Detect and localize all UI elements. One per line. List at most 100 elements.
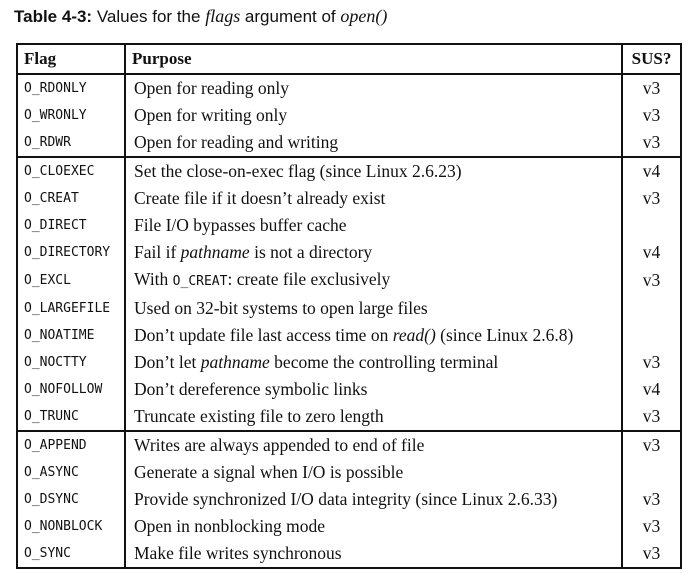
sus-cell: v3 <box>642 435 661 455</box>
flag-cell: O_CREAT <box>17 185 126 212</box>
table-row: O_NOATIME Don’t update file last access t… <box>17 322 681 349</box>
flag-cell: O_DIRECT <box>17 212 126 239</box>
purpose-text: : create file exclusively <box>227 269 391 289</box>
table-row: O_NOCTTY Don’t let pathname become the co… <box>17 349 681 376</box>
purpose-text: With <box>134 269 173 289</box>
table-row: O_DIRECT File I/O bypasses buffer cache <box>17 212 681 239</box>
flag-cell: O_DSYNC <box>17 486 126 513</box>
purpose-cell: Generate a signal when I/O is possible <box>125 459 623 486</box>
table-row: O_RDONLY Open for reading only v3 <box>17 74 681 102</box>
sus-cell: v3 <box>642 188 661 208</box>
purpose-cell: Truncate existing file to zero length <box>125 403 623 432</box>
purpose-text: pathname <box>180 242 250 262</box>
header-row: Flag Purpose SUS? <box>17 44 681 75</box>
purpose-cell: Make file writes synchronous <box>125 540 623 568</box>
sus-cell: v3 <box>642 270 661 290</box>
purpose-text: Don’t let <box>134 352 201 372</box>
table-row: O_NOFOLLOW Don’t dereference symbolic lin… <box>17 376 681 403</box>
sus-cell: v3 <box>642 516 661 536</box>
sus-cell: v3 <box>622 403 681 432</box>
purpose-text: O_CREAT <box>172 274 228 289</box>
purpose-cell: Writes are always appended to end of fil… <box>125 431 623 459</box>
flag-cell: O_NOATIME <box>17 322 126 349</box>
sus-cell: v3 <box>642 543 661 563</box>
purpose-cell: Set the close-on-exec flag (since Linux … <box>125 157 623 185</box>
sus-cell <box>622 459 681 486</box>
table-row: O_WRONLY Open for writing only v3 <box>17 102 681 129</box>
purpose-cell: Provide synchronized I/O data integrity … <box>125 486 623 513</box>
purpose-text: become the controlling terminal <box>269 352 499 372</box>
purpose-text: Open for reading only <box>134 78 290 98</box>
purpose-text: File I/O bypasses buffer cache <box>134 215 347 235</box>
sus-cell: v4 <box>642 379 661 399</box>
flag-cell: O_LARGEFILE <box>17 295 126 322</box>
flags-table: Flag Purpose SUS? O_RDONLY Open for readi… <box>16 43 682 569</box>
purpose-cell: Fail if pathname is not a directory <box>125 239 623 266</box>
purpose-cell: Don’t let pathname become the controllin… <box>125 349 623 376</box>
table-row: O_SYNC Make file writes synchronous v3 <box>17 540 681 568</box>
caption-italic-open: open() <box>340 6 388 26</box>
flag-cell: O_NONBLOCK <box>17 513 126 540</box>
flag-cell: O_NOFOLLOW <box>17 376 126 403</box>
flag-cell: O_RDONLY <box>17 74 126 102</box>
flag-cell: O_TRUNC <box>17 403 126 432</box>
sus-cell <box>622 212 681 239</box>
purpose-text: Truncate existing file to zero length <box>134 406 384 426</box>
flag-cell: O_WRONLY <box>17 102 126 129</box>
table-row: O_NONBLOCK Open in nonblocking mode v3 <box>17 513 681 540</box>
table-row: O_EXCL With O_CREAT: create file exclusiv… <box>17 266 681 295</box>
purpose-cell: Create file if it doesn’t already exist <box>125 185 623 212</box>
sus-cell: v3 <box>622 129 681 158</box>
flag-cell: O_ASYNC <box>17 459 126 486</box>
purpose-text: pathname <box>200 352 270 372</box>
header-sus: SUS? <box>622 44 681 75</box>
purpose-cell: With O_CREAT: create file exclusively <box>125 266 623 295</box>
table-row: O_ASYNC Generate a signal when I/O is pos… <box>17 459 681 486</box>
header-flag: Flag <box>17 44 126 75</box>
purpose-text: Don’t update file last access time on <box>134 325 393 345</box>
purpose-text: (since Linux 2.6.8) <box>435 325 574 345</box>
sus-cell: v3 <box>642 352 661 372</box>
purpose-cell: Open for reading only <box>125 74 623 102</box>
purpose-cell: Open in nonblocking mode <box>125 513 623 540</box>
flag-cell: O_NOCTTY <box>17 349 126 376</box>
table-row: O_APPEND Writes are always appended to en… <box>17 431 681 459</box>
purpose-text: Open in nonblocking mode <box>134 516 326 536</box>
purpose-text: Open for reading and writing <box>134 132 339 152</box>
purpose-cell: Don’t dereference symbolic links <box>125 376 623 403</box>
purpose-text: is not a directory <box>249 242 373 262</box>
purpose-text: Generate a signal when I/O is possible <box>134 462 404 482</box>
purpose-text: Used on 32-bit systems to open large fil… <box>134 298 428 318</box>
purpose-cell: File I/O bypasses buffer cache <box>125 212 623 239</box>
purpose-text: Provide synchronized I/O data integrity … <box>134 489 558 509</box>
table-row: O_DSYNC Provide synchronized I/O data int… <box>17 486 681 513</box>
flag-cell: O_EXCL <box>17 266 126 295</box>
table-row: O_TRUNC Truncate existing file to zero le… <box>17 403 681 432</box>
caption-italic-flags: flags <box>205 6 241 26</box>
header-purpose: Purpose <box>125 44 623 75</box>
table-caption: Table 4-3: Values for the flags argument… <box>14 4 387 28</box>
flag-cell: O_CLOEXEC <box>17 157 126 185</box>
table-row: O_DIRECTORY Fail if pathname is not a dir… <box>17 239 681 266</box>
purpose-text: Set the close-on-exec flag (since Linux … <box>134 161 462 181</box>
sus-cell: v4 <box>642 161 661 181</box>
caption-text: Values for the <box>92 7 206 26</box>
sus-cell: v3 <box>642 489 661 509</box>
flag-cell: O_APPEND <box>17 431 126 459</box>
table-row: O_LARGEFILE Used on 32-bit systems to ope… <box>17 295 681 322</box>
purpose-text: Create file if it doesn’t already exist <box>134 188 386 208</box>
caption-label: Table 4-3: <box>14 7 93 26</box>
flag-cell: O_DIRECTORY <box>17 239 126 266</box>
table-row: O_CLOEXEC Set the close-on-exec flag (sin… <box>17 157 681 185</box>
sus-cell <box>622 322 681 349</box>
table-row: O_CREAT Create file if it doesn’t already… <box>17 185 681 212</box>
purpose-cell: Used on 32-bit systems to open large fil… <box>125 295 623 322</box>
purpose-text: Make file writes synchronous <box>134 543 342 563</box>
table-row: O_RDWR Open for reading and writing v3 <box>17 129 681 158</box>
flag-cell: O_RDWR <box>17 129 126 158</box>
sus-cell: v4 <box>642 242 661 262</box>
sus-cell: v3 <box>642 105 661 125</box>
sus-cell: v3 <box>642 78 661 98</box>
purpose-cell: Open for writing only <box>125 102 623 129</box>
purpose-text: read() <box>392 325 436 345</box>
